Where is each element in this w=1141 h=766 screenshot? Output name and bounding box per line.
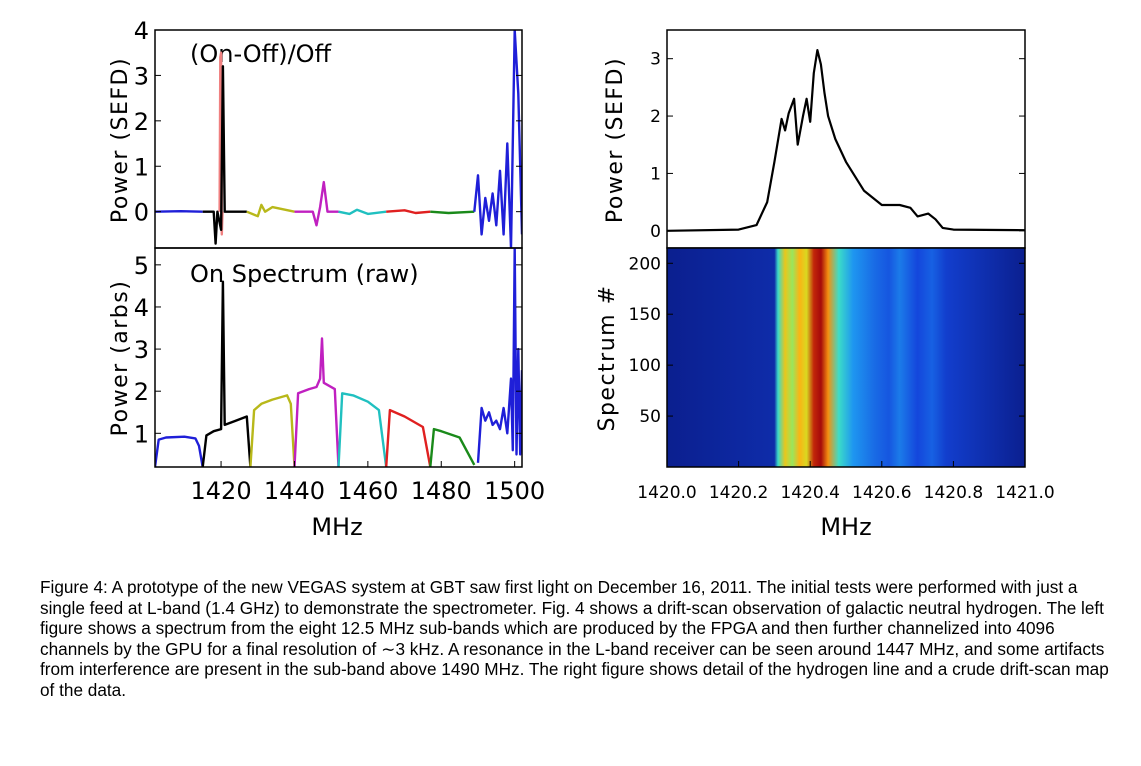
right-bottom-ytick-label: 100 — [629, 356, 661, 376]
right-bottom-frame — [666, 247, 1026, 468]
left-top-ytick-label: 0 — [134, 199, 149, 227]
left-bottom-xtick-label: 1460 — [337, 477, 398, 505]
figure-caption: Figure 4: A prototype of the new VEGAS s… — [40, 577, 1109, 700]
figure: (On-Off)/Off 0 1 2 3 4 Power (SEFD) On Spect… — [108, 17, 1055, 541]
right-bottom-xtick-label: 1420.0 — [637, 483, 696, 503]
right-bottom-xtick-label: 1420.2 — [709, 483, 768, 503]
left-bottom-ytick-label: 2 — [134, 378, 149, 406]
right-bottom-xlabel: MHz — [820, 513, 871, 541]
left-bottom-ytick-label: 4 — [134, 294, 149, 322]
left-top-series-1 — [155, 209, 203, 213]
left-bottom-frame — [154, 247, 523, 468]
right-top-ytick-label: 1 — [650, 164, 661, 184]
left-bottom-ytick-label: 5 — [134, 252, 149, 280]
left-bottom-title: On Spectrum (raw) — [190, 260, 419, 288]
left-bottom-series-2 — [201, 280, 252, 467]
left-bottom-ylabel: Power (arbs) — [108, 280, 133, 437]
left-bottom-series-1 — [155, 435, 204, 467]
left-bottom-xtick-label: 1420 — [191, 477, 252, 505]
left-top-ytick-label: 3 — [134, 62, 149, 90]
right-bottom-panel: 50 100 150 200 1420.0 1420.2 1420.4 1420.6 1420… — [595, 247, 1055, 541]
left-bottom-series-7 — [429, 427, 476, 467]
left-bottom-series-3 — [249, 394, 296, 467]
left-bottom-ytick-label: 3 — [134, 336, 149, 364]
left-bottom-ytick-label: 1 — [134, 420, 149, 448]
left-bottom-xtick-label: 1440 — [264, 477, 325, 505]
left-top-series-3 — [202, 65, 247, 245]
left-top-series-8 — [430, 210, 475, 215]
left-top-ytick-label: 1 — [134, 153, 149, 181]
heatmap — [667, 248, 1025, 467]
right-top-ytick-label: 2 — [650, 107, 661, 127]
left-bottom-panel: On Spectrum (raw) 1 2 3 4 5 1420 1440 1460 1480… — [108, 247, 545, 541]
right-top-panel: 0 1 2 3 Power (SEFD) — [603, 29, 1026, 249]
left-top-series-6 — [338, 208, 387, 216]
right-top-ylabel: Power (SEFD) — [603, 57, 628, 223]
left-top-series-7 — [386, 209, 431, 215]
right-top-ytick-label: 0 — [650, 222, 661, 242]
right-bottom-xtick-label: 1420.4 — [780, 483, 839, 503]
left-top-panel: (On-Off)/Off 0 1 2 3 4 Power (SEFD) — [108, 17, 523, 249]
left-bottom-series-4 — [293, 337, 340, 467]
right-bottom-xtick-label: 1420.8 — [924, 483, 983, 503]
right-bottom-ytick-label: 50 — [639, 407, 661, 427]
right-bottom-ytick-label: 150 — [629, 305, 661, 325]
left-bottom-series-8 — [476, 248, 522, 463]
left-bottom-xtick-label: 1500 — [484, 477, 545, 505]
left-top-series-9 — [473, 30, 522, 248]
right-bottom-xtick-label: 1421.0 — [995, 483, 1054, 503]
left-bottom-xlabel: MHz — [311, 513, 362, 541]
left-top-ytick-label: 2 — [134, 108, 149, 136]
left-top-series-4 — [246, 203, 295, 218]
right-bottom-xtick-label: 1420.6 — [852, 483, 911, 503]
left-bottom-xtick-label: 1480 — [411, 477, 472, 505]
right-bottom-ylabel: Spectrum # — [595, 284, 620, 431]
right-top-frame — [666, 29, 1026, 249]
left-bottom-series-5 — [337, 392, 388, 467]
left-top-series-5 — [294, 180, 339, 227]
left-top-ylabel: Power (SEFD) — [108, 57, 133, 223]
left-top-ytick-label: 4 — [134, 17, 149, 45]
right-top-ytick-label: 3 — [650, 50, 661, 70]
right-top-series-1 — [667, 48, 1025, 232]
right-bottom-ytick-label: 200 — [629, 254, 661, 274]
left-top-title: (On-Off)/Off — [190, 40, 332, 68]
left-bottom-series-6 — [385, 408, 432, 467]
